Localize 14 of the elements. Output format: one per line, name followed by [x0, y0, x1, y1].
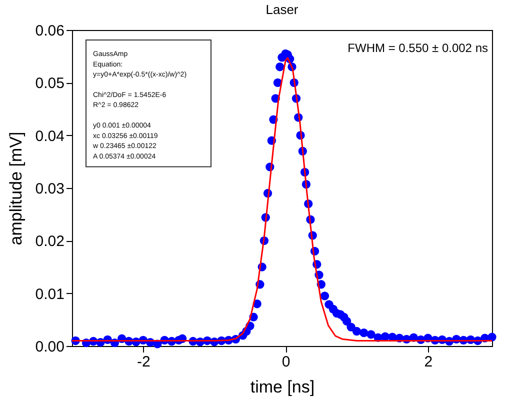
x-tick-label: 0 — [282, 354, 290, 370]
x-tick-label: 2 — [424, 354, 433, 370]
y-axis-title: amplitude [mV] — [6, 132, 26, 246]
y-tick-label: 0.04 — [35, 128, 64, 145]
x-tick-label: -2 — [137, 354, 150, 370]
annotation: FWHM = 0.550 ± 0.002 ns — [348, 41, 488, 55]
y-tick-label: 0.02 — [35, 233, 64, 250]
x-axis-title: time [ns] — [250, 378, 315, 396]
y-tick-label: 0.05 — [35, 75, 64, 92]
chart-title: Laser — [266, 2, 299, 17]
y-tick-label: 0.03 — [35, 180, 64, 198]
y-tick-label: 0.06 — [35, 22, 64, 40]
y-tick-label: 0.00 — [35, 338, 64, 356]
y-tick-label: 0.01 — [35, 286, 64, 303]
